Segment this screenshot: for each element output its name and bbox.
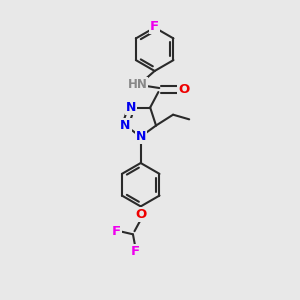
Text: N: N <box>126 101 136 114</box>
Text: O: O <box>135 208 146 221</box>
Text: O: O <box>178 83 190 96</box>
Text: HN: HN <box>128 78 148 92</box>
Text: F: F <box>111 225 121 238</box>
Text: F: F <box>150 20 159 32</box>
Text: F: F <box>131 245 140 258</box>
Text: N: N <box>136 130 146 143</box>
Text: N: N <box>120 119 130 132</box>
